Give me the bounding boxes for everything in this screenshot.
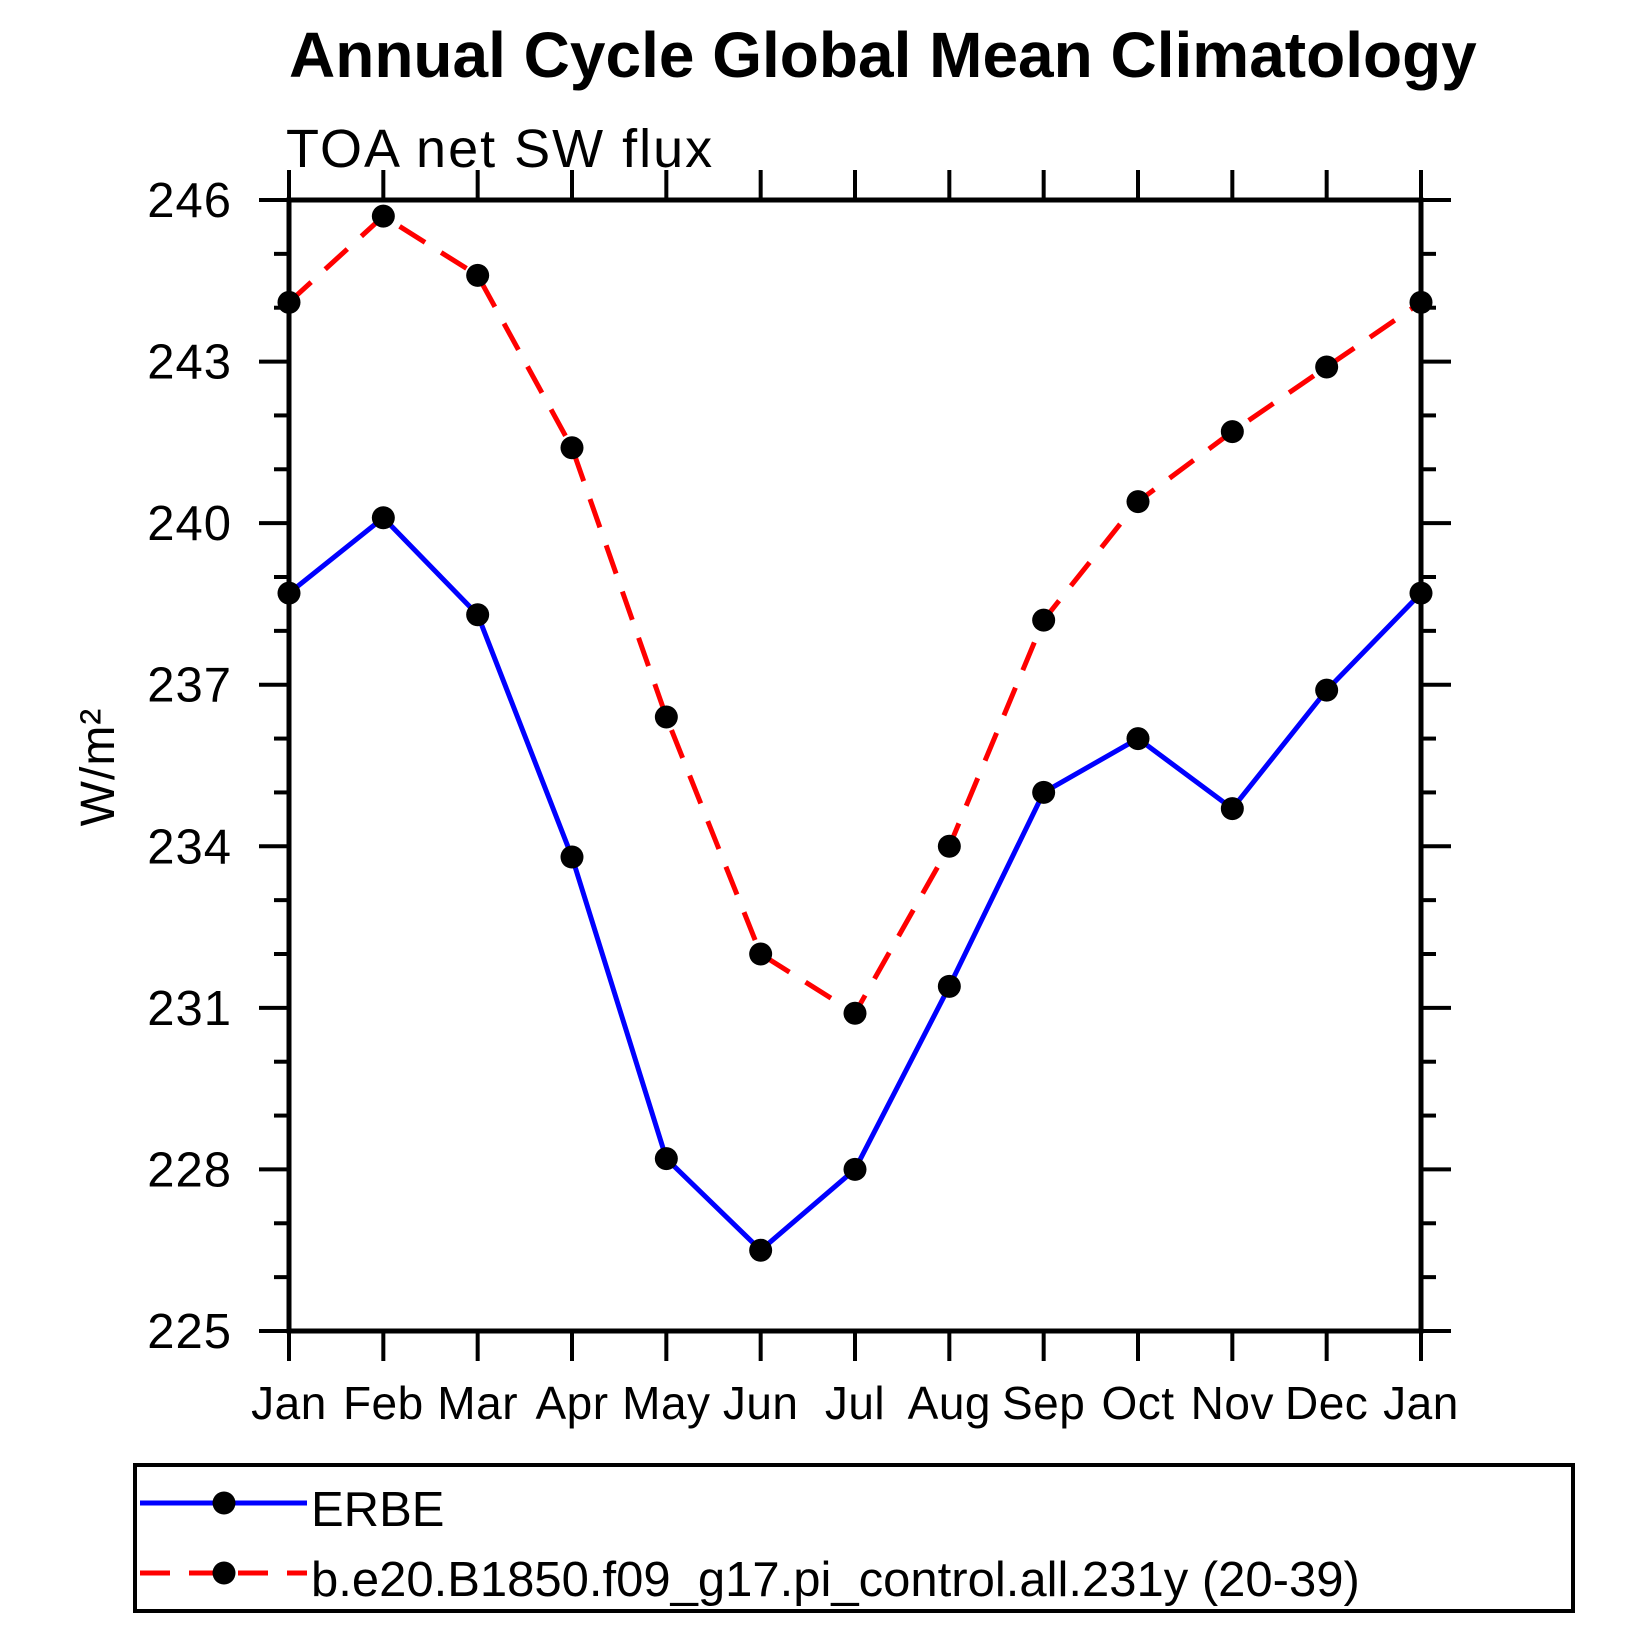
page-title: Annual Cycle Global Mean Climatology bbox=[289, 19, 1477, 91]
x-tick-label: Jun bbox=[723, 1377, 799, 1429]
x-tick-label: Dec bbox=[1285, 1377, 1368, 1429]
series-marker-1 bbox=[1220, 420, 1244, 444]
series-marker-0 bbox=[654, 1147, 678, 1171]
series-marker-0 bbox=[1409, 581, 1433, 605]
series-marker-1 bbox=[277, 290, 301, 314]
series-marker-0 bbox=[1126, 727, 1150, 751]
series-line-0 bbox=[287, 514, 1423, 1254]
series-marker-1 bbox=[749, 942, 773, 966]
series-marker-1 bbox=[937, 834, 961, 858]
series-marker-0 bbox=[1032, 780, 1056, 804]
series-marker-0 bbox=[371, 506, 395, 530]
x-tick-label: Jul bbox=[825, 1377, 885, 1429]
series-marker-1 bbox=[560, 436, 584, 460]
series-marker-0 bbox=[560, 845, 584, 869]
legend-sample-model bbox=[140, 1561, 307, 1585]
series-line-1 bbox=[287, 213, 1423, 1017]
x-tick-label: Mar bbox=[437, 1377, 518, 1429]
x-tick-label: Feb bbox=[343, 1377, 424, 1429]
legend-label-model: b.e20.B1850.f09_g17.pi_control.all.231y … bbox=[311, 1553, 1360, 1607]
legend-box bbox=[133, 1463, 1575, 1613]
y-tick-label: 240 bbox=[147, 497, 232, 551]
series-marker-1 bbox=[1409, 290, 1433, 314]
series-marker-1 bbox=[1126, 490, 1150, 514]
x-tick-label: Aug bbox=[908, 1377, 991, 1429]
series-marker-0 bbox=[937, 974, 961, 998]
plot-subtitle: TOA net SW flux bbox=[286, 119, 715, 179]
series-marker-1 bbox=[371, 204, 395, 228]
y-axis-title: W/m² bbox=[72, 707, 125, 827]
y-tick-label: 231 bbox=[147, 982, 232, 1036]
series-marker-1 bbox=[843, 1001, 867, 1025]
y-tick-label: 234 bbox=[147, 820, 232, 874]
y-tick-label: 237 bbox=[147, 659, 232, 713]
y-tick-label: 243 bbox=[147, 336, 232, 390]
series-marker-0 bbox=[277, 581, 301, 605]
x-tick-label: Jan bbox=[1383, 1377, 1459, 1429]
series-marker-1 bbox=[1032, 608, 1056, 632]
series-marker-0 bbox=[749, 1238, 773, 1262]
series-marker-1 bbox=[1315, 355, 1339, 379]
x-tick-label: Oct bbox=[1101, 1377, 1174, 1429]
x-tick-label: Nov bbox=[1191, 1377, 1274, 1429]
series-marker-0 bbox=[1220, 797, 1244, 821]
x-tick-label: Sep bbox=[1002, 1377, 1085, 1429]
series-marker-0 bbox=[843, 1157, 867, 1181]
x-tick-label: Jan bbox=[251, 1377, 327, 1429]
series-marker-0 bbox=[466, 603, 490, 627]
y-tick-label: 228 bbox=[147, 1143, 232, 1197]
series-marker-1 bbox=[654, 705, 678, 729]
legend-sample-erbe bbox=[140, 1491, 307, 1515]
legend-label-erbe: ERBE bbox=[311, 1483, 445, 1537]
series-marker-0 bbox=[1315, 678, 1339, 702]
y-tick-label: 225 bbox=[147, 1305, 232, 1359]
series-marker-1 bbox=[466, 263, 490, 287]
x-tick-label: Apr bbox=[535, 1377, 608, 1429]
x-tick-label: May bbox=[622, 1377, 710, 1429]
y-tick-label: 246 bbox=[147, 174, 232, 228]
